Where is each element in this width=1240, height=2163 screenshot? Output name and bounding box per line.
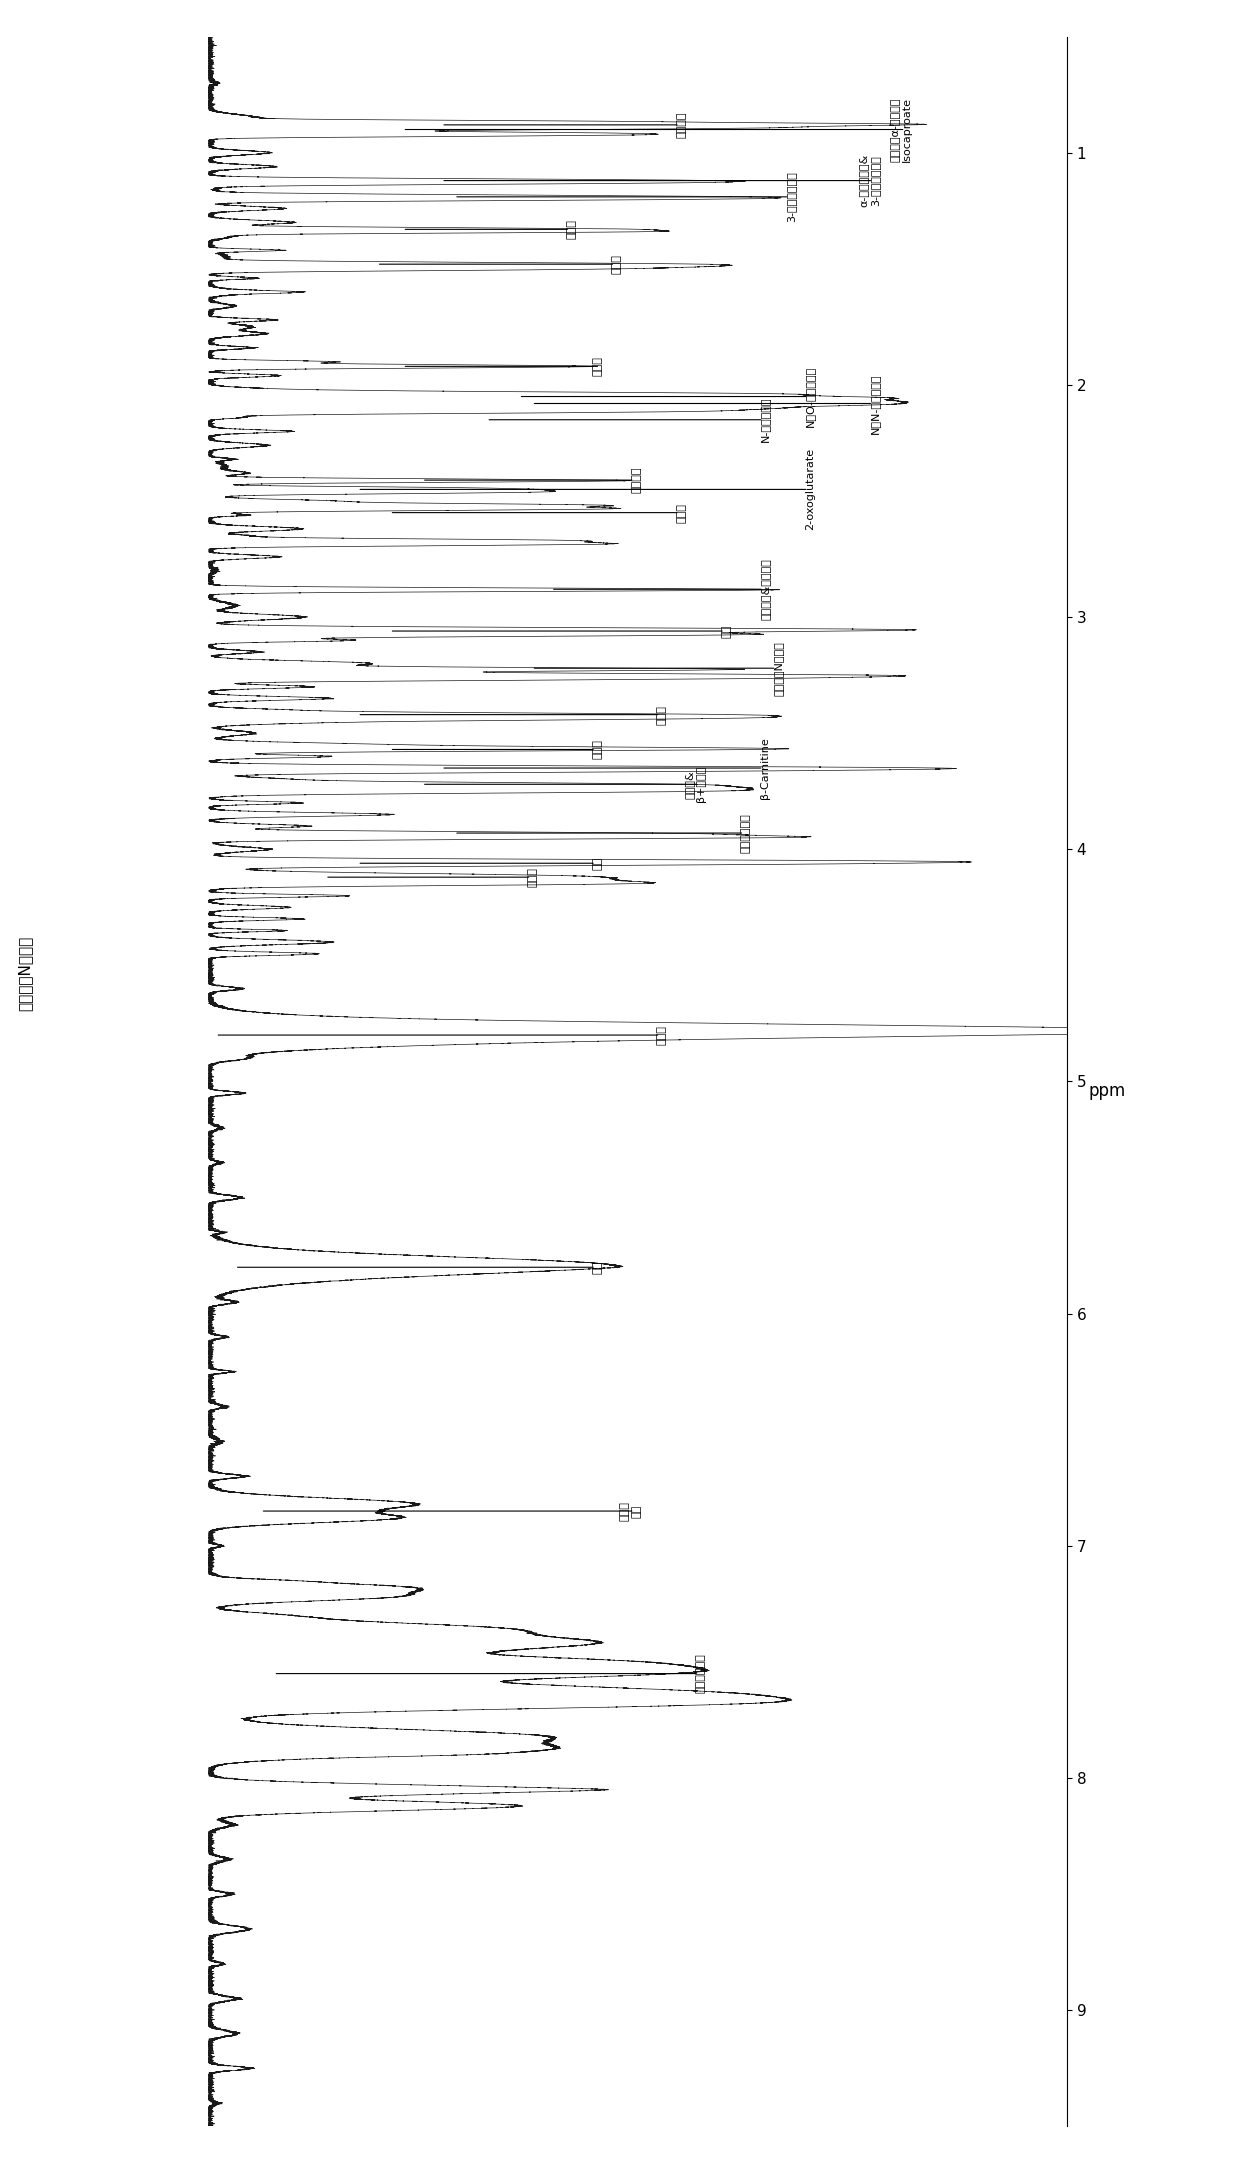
Text: 丁酸盐，α-同型肌肽
Isocaproate: 丁酸盐，α-同型肌肽 Isocaproate [890, 97, 913, 162]
Text: 3-羟基异丁酸盐: 3-羟基异丁酸盐 [786, 171, 796, 223]
Text: 乙酸盐: 乙酸盐 [593, 357, 603, 376]
Text: 异丁酸盐: 异丁酸盐 [676, 112, 686, 138]
Text: 外氨酸&
β+尿氨酸: 外氨酸& β+尿氨酸 [684, 766, 706, 802]
Y-axis label: ppm: ppm [1089, 1082, 1126, 1099]
Text: 肌酐: 肌酐 [593, 857, 603, 870]
Text: β-Carnitine: β-Carnitine [760, 738, 770, 798]
Text: 2-oxoglutarate: 2-oxoglutarate [805, 448, 816, 530]
Text: 肌酐: 肌酐 [722, 625, 732, 638]
Text: 残余水: 残余水 [657, 1025, 667, 1045]
Text: 三甲基胺&三甲基胺: 三甲基胺&三甲基胺 [760, 558, 770, 621]
Text: 乳酸盐: 乳酸盐 [528, 867, 538, 887]
Text: 三甲基胺N氧化物: 三甲基胺N氧化物 [17, 937, 32, 1010]
Text: 苯乙酰合氨酸: 苯乙酰合氨酸 [696, 1655, 706, 1694]
Text: 琥珀酸盐: 琥珀酸盐 [631, 467, 641, 493]
Text: 牛磺酸: 牛磺酸 [657, 705, 667, 725]
Text: N和O-乙酰基糖苷: N和O-乙酰基糖苷 [805, 366, 816, 426]
Text: 三甲基胺N氧化物: 三甲基胺N氧化物 [773, 640, 782, 696]
Text: 丙氨酸: 丙氨酸 [611, 255, 621, 275]
Text: N和N-乙酰合氨酸: N和N-乙酰合氨酸 [869, 374, 880, 435]
Text: α-酮异戊酸盐&
3-羟基异戊酸盐: α-酮异戊酸盐& 3-羟基异戊酸盐 [858, 154, 880, 208]
Text: 对甲酚
硫酸: 对甲酚 硫酸 [620, 1501, 641, 1521]
Text: 甘氨酸: 甘氨酸 [593, 740, 603, 759]
Text: 肌酸和肌酸酐: 肌酸和肌酸酐 [740, 813, 750, 852]
Text: N-乙酰内毒碱: N-乙酰内毒碱 [760, 398, 770, 443]
Text: 尿素: 尿素 [593, 1261, 603, 1274]
Text: 柠檬酸: 柠檬酸 [676, 502, 686, 523]
Text: 乳酸盐: 乳酸盐 [567, 218, 577, 240]
